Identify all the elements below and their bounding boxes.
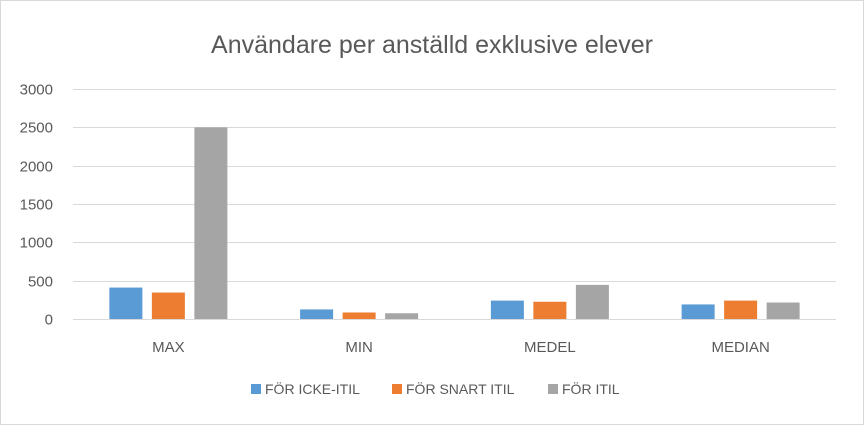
x-category-label: MEDEL: [524, 339, 576, 356]
legend-swatch: [392, 384, 402, 394]
legend-label: FÖR ICKE-ITIL: [265, 380, 360, 397]
y-tick-label: 1500: [20, 197, 53, 214]
y-tick-label: 500: [28, 274, 53, 291]
x-axis-categories: MAX MIN MEDEL MEDIAN: [152, 339, 770, 356]
bar: [151, 292, 185, 319]
x-category-label: MAX: [152, 339, 185, 356]
y-tick-label: 3000: [20, 82, 53, 99]
bar: [300, 309, 334, 319]
bar: [342, 312, 376, 319]
bar: [575, 284, 609, 319]
legend-label: FÖR ITIL: [562, 380, 620, 397]
y-tick-label: 2000: [20, 159, 53, 176]
bar: [490, 300, 524, 319]
y-axis-ticks: 0 500 1000 1500 2000 2500 3000: [20, 82, 53, 329]
gridlines: [73, 89, 836, 320]
x-category-label: MIN: [345, 339, 373, 356]
bar: [533, 301, 567, 319]
legend-label: FÖR SNART ITIL: [406, 380, 515, 397]
bar: [766, 302, 800, 319]
legend-swatch: [251, 384, 261, 394]
bar: [109, 287, 143, 319]
legend-swatch: [548, 384, 558, 394]
bar: [385, 313, 419, 319]
legend: FÖR ICKE-ITIL FÖR SNART ITIL FÖR ITIL: [251, 380, 620, 397]
bar: [681, 304, 715, 319]
bar: [724, 300, 758, 319]
y-tick-label: 2500: [20, 120, 53, 137]
bar: [194, 127, 228, 319]
chart-title: Användare per anställd exklusive elever: [211, 31, 653, 59]
y-tick-label: 0: [45, 312, 53, 329]
bars: [109, 127, 800, 319]
x-category-label: MEDIAN: [711, 339, 769, 356]
y-tick-label: 1000: [20, 235, 53, 252]
